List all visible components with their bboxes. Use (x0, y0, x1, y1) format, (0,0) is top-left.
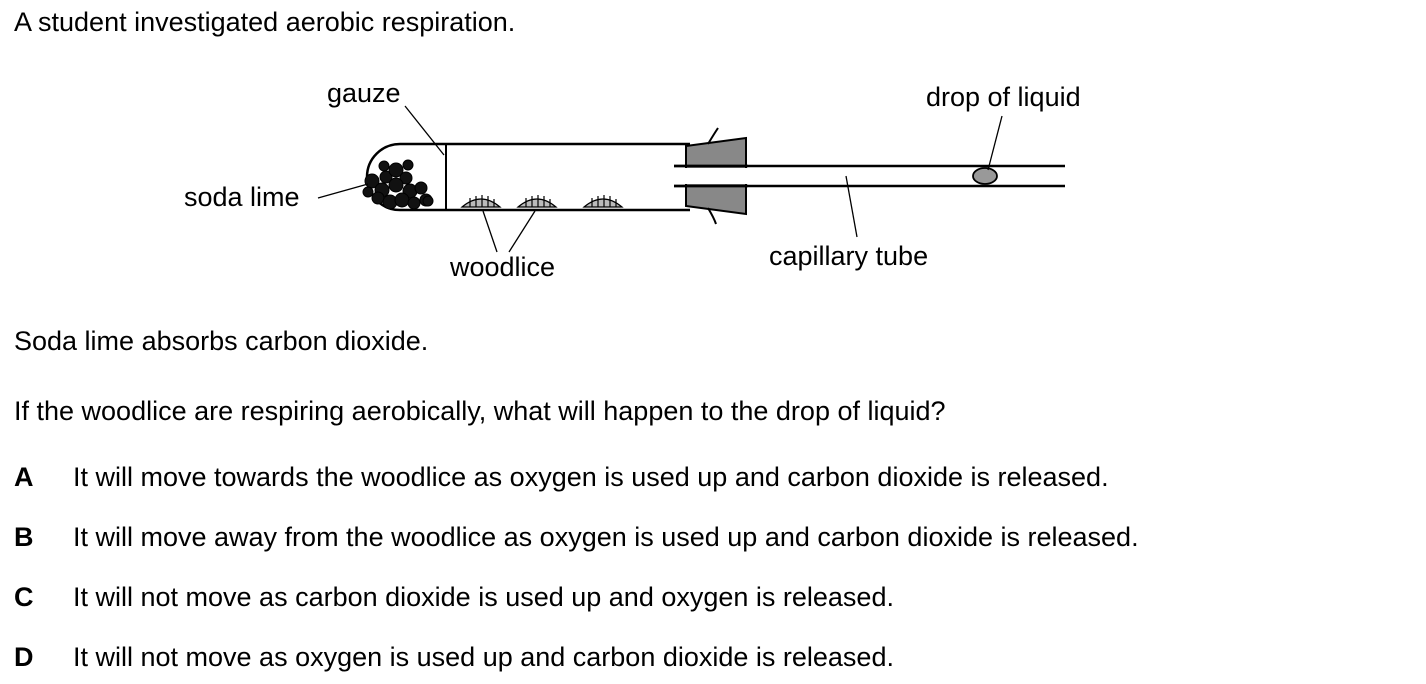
option-letter: C (14, 582, 34, 612)
label-soda-lime: soda lime (184, 182, 300, 212)
statement-text: Soda lime absorbs carbon dioxide. (14, 326, 429, 356)
respirometer-diagram: gauze soda lime woodlice drop of liquid … (184, 78, 1081, 282)
label-woodlice: woodlice (449, 252, 555, 282)
option-letter: A (14, 462, 34, 492)
leader-drop (987, 115, 1003, 171)
capillary-bore (676, 168, 748, 184)
woodlouse-1 (460, 195, 502, 208)
label-gauze: gauze (327, 78, 401, 108)
question-text: If the woodlice are respiring aerobicall… (14, 396, 946, 426)
option-letter: B (14, 522, 34, 552)
leader-woodlice-2 (508, 210, 536, 253)
label-leaders (317, 105, 1003, 253)
intro-text: A student investigated aerobic respirati… (14, 7, 516, 37)
option-text: It will not move as carbon dioxide is us… (73, 582, 894, 612)
label-drop-of-liquid: drop of liquid (926, 82, 1081, 112)
option-letter: D (14, 642, 34, 672)
leader-woodlice-1 (482, 210, 498, 253)
label-capillary-tube: capillary tube (769, 241, 928, 271)
option-text: It will move away from the woodlice as o… (73, 522, 1139, 552)
leader-capillary (845, 175, 858, 238)
woodlouse-3 (582, 195, 624, 208)
woodlouse-2 (516, 195, 558, 208)
soda-lime-pellets (362, 159, 434, 210)
leader-soda-lime (317, 183, 369, 199)
option-text: It will move towards the woodlice as oxy… (73, 462, 1109, 492)
option-text: It will not move as oxygen is used up an… (73, 642, 894, 672)
drop-of-liquid (972, 167, 998, 185)
woodlice-group (460, 195, 624, 208)
leader-gauze (404, 105, 445, 156)
